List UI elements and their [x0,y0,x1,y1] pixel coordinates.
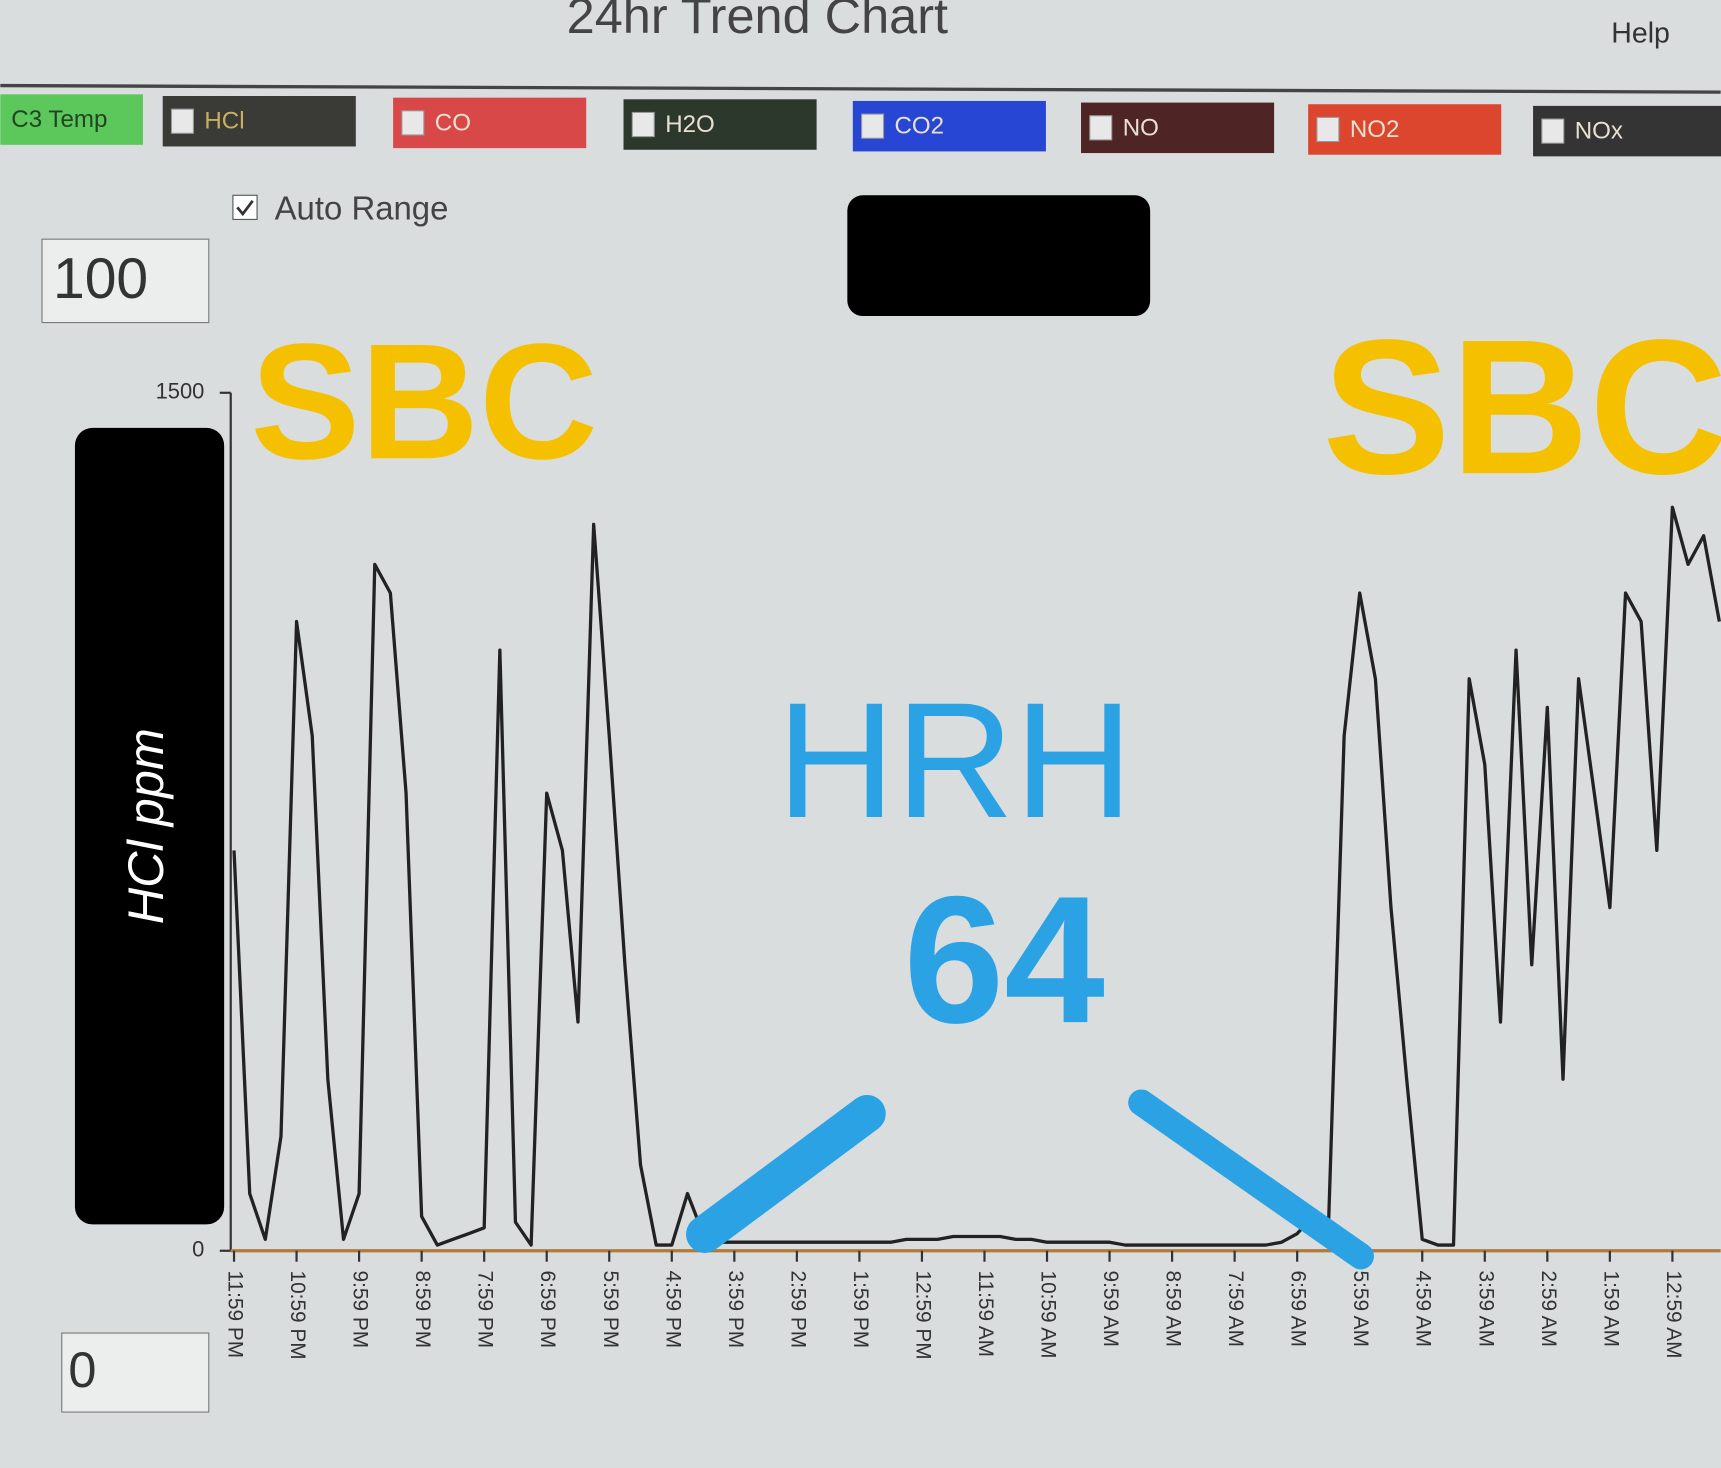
annotation-stroke [1128,1089,1374,1270]
x-tick-label: 5:59 AM [1349,1271,1372,1347]
y-tick-label: 0 [192,1237,204,1262]
x-tick-label: 11:59 PM [224,1271,247,1359]
tab-label: NO [1123,114,1159,141]
plot: 0 1500 11:59 PM 10:59 PM 9:59 PM 8:59 PM 7:59 … [156,379,1721,1360]
lower-spinbox[interactable] [61,1332,210,1413]
menu-separator [0,83,1721,94]
lower-spinbox-value: 0 [68,1341,96,1398]
tab[interactable] [1308,104,1502,155]
auto-range-checkbox[interactable] [232,194,258,220]
x-tick-label: 4:59 PM [661,1271,684,1349]
annotation: SBC [1322,299,1721,514]
tab-checkbox [861,113,885,139]
x-tick-label: 12:59 PM [911,1271,934,1360]
x-tick-label: 5:59 PM [599,1271,622,1349]
x-tick-label: 6:59 AM [1287,1271,1310,1347]
tab[interactable] [623,99,817,150]
x-tick-label: 10:59 AM [1037,1271,1060,1359]
tab-label: NOx [1575,118,1623,145]
x-tick-label: 12:59 AM [1662,1271,1685,1359]
x-tick-label: 7:59 PM [474,1271,497,1349]
x-tick-label: 9:59 AM [1099,1271,1122,1347]
y-label-box [74,427,225,1225]
upper-spinbox-value: 100 [53,247,148,311]
help-menu[interactable]: Help [1611,18,1670,50]
x-tick-label: 1:59 AM [1599,1271,1622,1347]
tab[interactable] [852,100,1046,152]
tab-label: H2O [665,111,715,138]
tab[interactable] [1081,102,1275,154]
tab-label: CO2 [895,113,945,140]
tab-checkbox [401,110,425,136]
x-tick-label: 7:59 AM [1224,1271,1247,1347]
annotation-stroke [686,1094,886,1253]
annotation: HRH [777,668,1134,852]
x-tick-label: 3:59 PM [724,1271,747,1349]
x-tick-label: 9:59 PM [349,1271,372,1349]
window-title: 24hr Trend Chart [567,0,948,44]
y-tick-label: 1500 [156,379,205,404]
tab-checkbox [1089,115,1113,141]
annotation: SBC [250,309,597,493]
check-mark [236,199,254,217]
annotation: 64 [904,859,1105,1061]
tab-checkbox [1541,118,1565,144]
tab-label: HCl [204,108,244,135]
tab-checkbox [1316,116,1340,143]
x-tick-label: 1:59 PM [849,1271,872,1349]
tab[interactable] [1533,105,1721,157]
x-tick-label: 3:59 AM [1474,1271,1497,1347]
x-tick-label: 6:59 PM [536,1271,559,1349]
tab-checkbox [631,111,655,138]
tab[interactable] [0,94,143,145]
x-tick-label: 10:59 PM [286,1271,309,1360]
x-tick-label: 4:59 AM [1412,1271,1435,1347]
tab-checkbox [170,108,194,134]
tab[interactable] [162,96,356,147]
tab-label: C3 Temp [11,106,107,133]
x-tick-label: 8:59 PM [411,1271,434,1349]
y-axis-label: HCl ppm [117,728,174,924]
auto-range-label: Auto Range [275,189,449,226]
data-line [232,505,1721,1247]
x-tick-label: 11:59 AM [974,1271,997,1357]
x-tick-label: 2:59 AM [1537,1271,1560,1347]
tab-label: CO [435,109,471,136]
tab-label: NO2 [1350,116,1400,143]
x-tick-label: 8:59 AM [1162,1271,1185,1347]
tab[interactable] [393,97,587,149]
x-tick-label: 2:59 PM [786,1271,809,1349]
upper-spinbox[interactable] [41,238,210,324]
redaction [847,195,1151,316]
tab-bar: C3 Temp HCl CO H2O CO2 NO NO2 NOx [0,94,1721,157]
